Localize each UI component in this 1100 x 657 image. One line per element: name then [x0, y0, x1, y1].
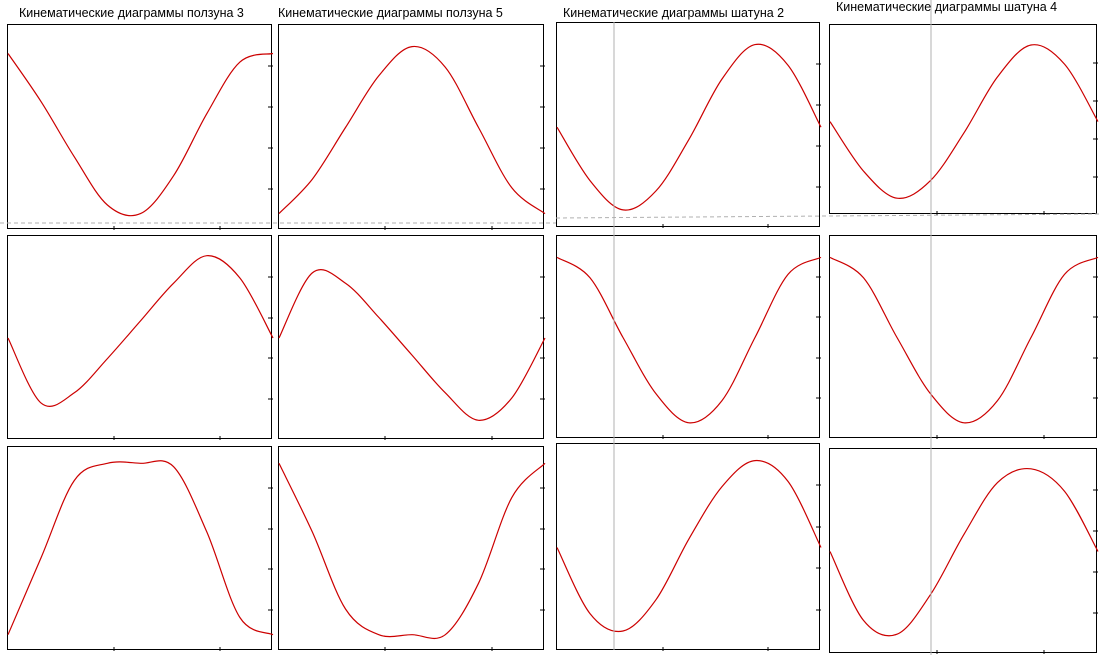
- chart-panel-11: [556, 443, 822, 651]
- chart-svg-12: [829, 467, 1099, 654]
- chart-svg-8: [829, 256, 1099, 439]
- series-line-8: [829, 256, 1099, 424]
- series-line-9: [7, 460, 274, 636]
- chart-svg-7: [556, 256, 822, 439]
- chart-panel-3: [556, 22, 822, 228]
- chart-panel-7: [556, 235, 822, 439]
- series-line-1: [7, 52, 274, 217]
- series-line-7: [556, 256, 822, 424]
- chart-svg-4: [829, 44, 1099, 215]
- title-col-3: Кинематические диаграммы шатуна 2: [563, 6, 785, 20]
- chart-svg-6: [278, 268, 546, 440]
- series-line-12: [829, 467, 1099, 637]
- chart-svg-10: [278, 462, 546, 651]
- chart-panel-8: [829, 235, 1099, 439]
- chart-svg-5: [7, 255, 274, 440]
- chart-panel-9: [7, 446, 274, 651]
- chart-panel-5: [7, 235, 274, 440]
- chart-panel-1: [7, 24, 274, 230]
- chart-svg-1: [7, 52, 274, 230]
- title-col-4: Кинематические диаграммы шатуна 4: [836, 0, 1058, 14]
- chart-panel-12: [829, 448, 1099, 654]
- chart-svg-11: [556, 459, 822, 651]
- series-line-11: [556, 459, 822, 633]
- series-line-5: [7, 255, 274, 408]
- chart-svg-3: [556, 43, 822, 228]
- series-line-6: [278, 268, 546, 421]
- series-line-10: [278, 462, 546, 640]
- chart-panel-4: [829, 24, 1099, 215]
- chart-panel-6: [278, 235, 546, 440]
- title-col-1: Кинематические диаграммы ползуна 3: [19, 6, 244, 20]
- series-line-3: [556, 43, 822, 211]
- title-col-2: Кинематические диаграммы ползуна 5: [278, 6, 503, 20]
- series-line-2: [278, 45, 546, 215]
- series-line-4: [829, 44, 1099, 199]
- chart-panel-10: [278, 446, 546, 651]
- chart-panel-2: [278, 24, 546, 230]
- chart-svg-9: [7, 460, 274, 651]
- chart-svg-2: [278, 45, 546, 230]
